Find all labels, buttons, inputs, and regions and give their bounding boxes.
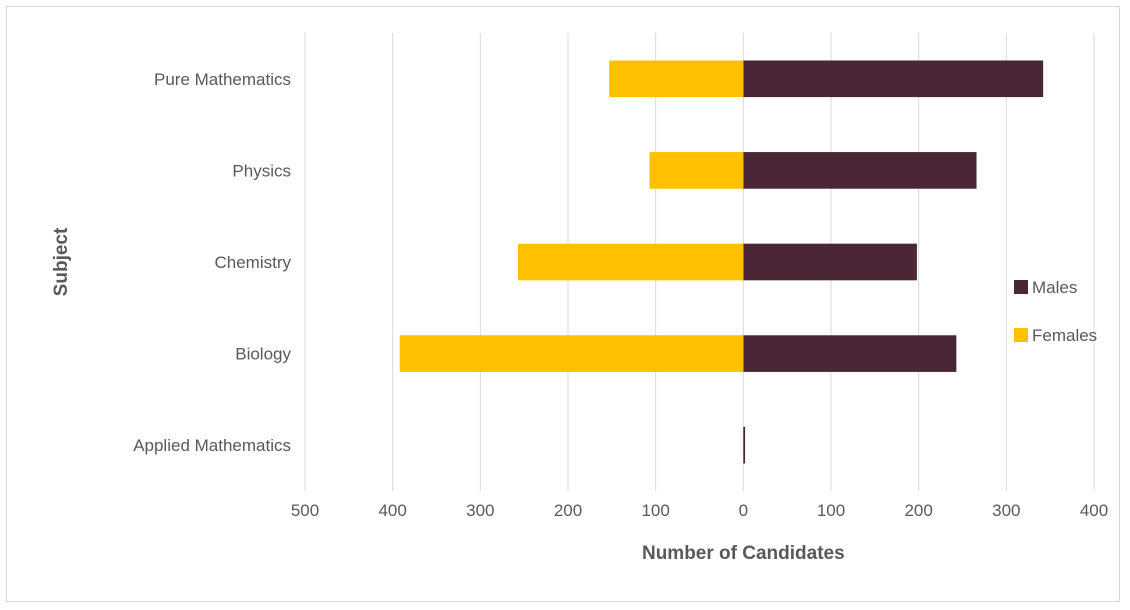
x-tick-label: 100	[641, 501, 669, 520]
legend: Males Females	[1014, 278, 1097, 345]
bar-females-chemistry	[518, 243, 744, 281]
bar-males-chemistry	[743, 243, 917, 281]
x-tick-label: 500	[291, 501, 319, 520]
bar-males-applied-mathematics	[743, 426, 746, 464]
category-label: Applied Mathematics	[133, 436, 291, 455]
x-tick-label: 100	[817, 501, 845, 520]
x-tick-label: 400	[1080, 501, 1108, 520]
category-label: Chemistry	[214, 253, 291, 272]
legend-swatch-males	[1014, 280, 1028, 294]
bars	[399, 60, 1044, 464]
bar-females-physics	[649, 152, 744, 189]
category-label: Physics	[232, 161, 291, 180]
legend-label-males: Males	[1032, 278, 1077, 297]
x-tick-label: 300	[466, 501, 494, 520]
category-label: Biology	[235, 345, 291, 364]
bar-females-biology	[399, 335, 744, 372]
bar-males-physics	[743, 152, 977, 189]
bar-males-pure-mathematics	[743, 60, 1044, 98]
y-axis-title: Subject	[51, 227, 72, 296]
x-tick-label: 200	[904, 501, 932, 520]
x-tick-label: 300	[992, 501, 1020, 520]
x-tick-labels: 500 400 300 200 100 0 100 200 300 400	[291, 501, 1108, 520]
bar-males-biology	[743, 335, 957, 372]
x-tick-label: 200	[554, 501, 582, 520]
x-tick-label: 400	[378, 501, 406, 520]
x-axis-title: Number of Candidates	[642, 543, 845, 564]
bar-females-pure-mathematics	[609, 60, 744, 98]
category-label: Pure Mathematics	[154, 70, 291, 89]
x-tick-label: 0	[739, 501, 748, 520]
chart-frame: Pure Mathematics Physics Chemistry Biology A…	[6, 6, 1120, 602]
diverging-bar-chart: Pure Mathematics Physics Chemistry Biology A…	[51, 33, 1108, 564]
category-labels: Pure Mathematics Physics Chemistry Biology A…	[133, 70, 291, 455]
legend-label-females: Females	[1032, 326, 1097, 345]
legend-swatch-females	[1014, 328, 1028, 342]
